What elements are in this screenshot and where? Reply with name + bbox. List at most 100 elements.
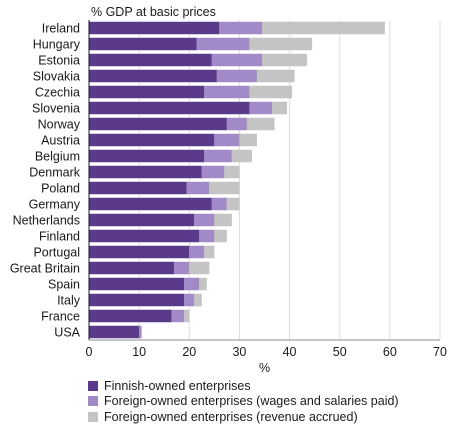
bar-segment-s1 [249,101,273,115]
x-axis-label: % [259,361,270,375]
bar-segment-s0 [89,101,250,115]
x-tick-label: 60 [383,345,397,359]
category-label: Italy [57,294,81,308]
bar-segment-s0 [89,197,212,211]
category-label: Estonia [38,54,80,68]
category-label: Slovenia [32,102,80,116]
bar-segment-s0 [89,117,227,131]
category-label: Hungary [33,38,81,52]
category-label: Norway [38,118,81,132]
legend-label-foreign-wages: Foreign-owned enterprises (wages and sal… [104,394,399,409]
legend-item-foreign-revenue: Foreign-owned enterprises (revenue accru… [88,410,399,425]
bar-segment-s1 [226,117,247,131]
bar-segment-s1 [189,245,205,259]
x-tick-label: 50 [333,345,347,359]
bar-segment-s2 [272,101,288,115]
category-label: Portugal [33,246,80,260]
bar-segment-s0 [89,293,185,307]
bar-segment-s1 [199,229,215,243]
bar-segment-s1 [184,277,200,291]
bar-segment-s1 [216,69,257,83]
bar-segment-s2 [204,245,215,259]
bar-segment-s1 [204,85,250,99]
legend-swatch-finnish [88,380,98,391]
bar-segment-s1 [211,197,227,211]
bar-segment-s2 [231,149,252,163]
category-label: Czechia [35,86,80,100]
bar-segment-s1 [204,149,232,163]
category-label: USA [54,326,80,340]
bar-segment-s0 [89,245,190,259]
bar-segment-s0 [89,277,185,291]
bar-segment-s2 [256,69,295,83]
legend-label-finnish: Finnish-owned enterprises [104,378,251,393]
bar-segment-s0 [89,261,175,275]
bar-segment-s1 [214,133,240,147]
bar-segment-s1 [139,325,142,339]
bar-segment-s0 [89,309,172,323]
bar-segment-s2 [224,165,240,179]
bar-segment-s0 [89,85,205,99]
bar-segment-s1 [196,37,250,51]
category-label: Germany [29,198,81,212]
category-label: Netherlands [13,214,80,228]
category-label: Austria [41,134,80,148]
bar-segment-s0 [89,181,187,195]
bar-segment-s1 [171,309,185,323]
x-tick-label: 20 [182,345,196,359]
category-label: Belgium [35,150,80,164]
bar-segment-s0 [89,213,195,227]
bar-segment-s2 [214,229,227,243]
bar-segment-s0 [89,229,200,243]
bar-segment-s2 [226,197,240,211]
bar-segment-s2 [194,293,202,307]
category-label: Slovakia [33,70,80,84]
bar-segment-s0 [89,37,197,51]
bar-segment-s0 [89,165,202,179]
category-label: Poland [41,182,80,196]
chart-title: % GDP at basic prices [91,5,216,19]
bar-segment-s1 [186,181,210,195]
category-label: Finland [39,230,80,244]
bar-segment-s0 [89,69,217,83]
category-label: Spain [48,278,80,292]
bar-segment-s2 [261,53,308,67]
category-label: Ireland [42,22,80,36]
bar-segment-s0 [89,149,205,163]
x-tick-label: 10 [132,345,146,359]
bar-segment-s1 [219,21,262,35]
bar-segment-s1 [201,165,225,179]
legend-item-finnish: Finnish-owned enterprises [88,378,399,393]
legend: Finnish-owned enterprises Foreign-owned … [88,378,399,425]
bar-segment-s0 [89,133,215,147]
bar-segment-s0 [89,325,140,339]
legend-swatch-foreign-revenue [88,412,98,423]
bar-segment-s0 [89,21,220,35]
category-label: Denmark [29,166,80,180]
bar-segment-s1 [211,53,262,67]
bar-segment-s2 [261,21,385,35]
bar-segment-s0 [89,53,212,67]
category-label: Great Britain [10,262,80,276]
legend-label-foreign-revenue: Foreign-owned enterprises (revenue accru… [104,410,358,425]
legend-item-foreign-wages: Foreign-owned enterprises (wages and sal… [88,394,399,409]
bar-segment-s1 [194,213,215,227]
bar-segment-s2 [249,37,313,51]
bar-segment-s2 [184,309,190,323]
bar-segment-s2 [209,181,240,195]
x-tick-label: 70 [433,345,447,359]
bar-segment-s2 [239,133,257,147]
bar-segment-s2 [249,85,293,99]
bar-segment-s1 [184,293,195,307]
x-tick-label: 40 [283,345,297,359]
x-tick-label: 0 [86,345,93,359]
bar-segment-s2 [189,261,210,275]
x-tick-label: 30 [232,345,246,359]
bar-segment-s1 [174,261,190,275]
legend-swatch-foreign-wages [88,396,98,407]
bar-segment-s2 [246,117,275,131]
bar-segment-s2 [214,213,232,227]
bar-segment-s2 [199,277,207,291]
